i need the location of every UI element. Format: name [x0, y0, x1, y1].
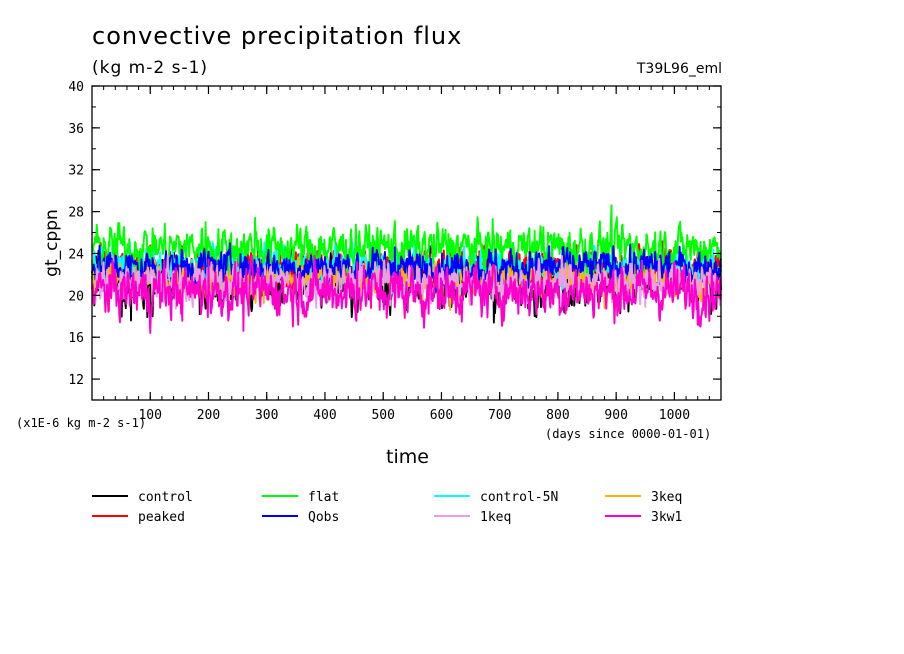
x-tick-label: 700 — [488, 408, 511, 423]
y-tick-label: 32 — [68, 164, 84, 179]
x-tick-label: 300 — [255, 408, 278, 423]
x-tick-label: 800 — [546, 408, 569, 423]
axis-layer: 12 16 20 24 28 32 36 40 100 200 300 400 500 600 700 800… — [68, 80, 721, 423]
legend-label-3kw1: 3kw1 — [651, 510, 682, 525]
x-tick-label: 100 — [138, 408, 161, 423]
chart-title: convective precipitation flux — [92, 22, 463, 50]
x-tick-label: 400 — [313, 408, 336, 423]
run-label: T39L96_eml — [636, 61, 722, 77]
legend-label-peaked: peaked — [138, 510, 185, 525]
legend: control flat control-5N 3keq peaked Qobs 1keq 3… — [92, 490, 682, 525]
y-tick-label: 40 — [68, 80, 84, 95]
series-layer — [91, 204, 722, 334]
y-tick-label: 36 — [68, 122, 84, 137]
x-tick-label: 900 — [604, 408, 627, 423]
y-unit-label: (x1E-6 kg m-2 s-1) — [16, 416, 147, 430]
legend-label-control: control — [138, 490, 193, 505]
x-tick-label: 500 — [371, 408, 394, 423]
legend-label-flat: flat — [308, 490, 339, 505]
legend-label-qobs: Qobs — [308, 510, 339, 525]
y-tick-label: 12 — [68, 373, 84, 388]
x-axis-label: time — [386, 446, 429, 468]
series-line-3kw1 — [91, 254, 722, 334]
y-tick-label: 28 — [68, 206, 84, 221]
legend-label-3keq: 3keq — [651, 490, 682, 505]
y-tick-label: 20 — [68, 289, 84, 304]
x-unit-label: (days since 0000-01-01) — [545, 427, 712, 441]
y-tick-label: 24 — [68, 247, 84, 262]
legend-label-1keq: 1keq — [480, 510, 511, 525]
x-tick-label: 1000 — [659, 408, 690, 423]
chart-subtitle: (kg m-2 s-1) — [92, 58, 209, 78]
x-tick-label: 200 — [197, 408, 220, 423]
series-line-flat — [91, 204, 722, 282]
legend-label-control-5n: control-5N — [480, 490, 558, 505]
y-tick-label: 16 — [68, 331, 84, 346]
x-tick-label: 600 — [430, 408, 453, 423]
